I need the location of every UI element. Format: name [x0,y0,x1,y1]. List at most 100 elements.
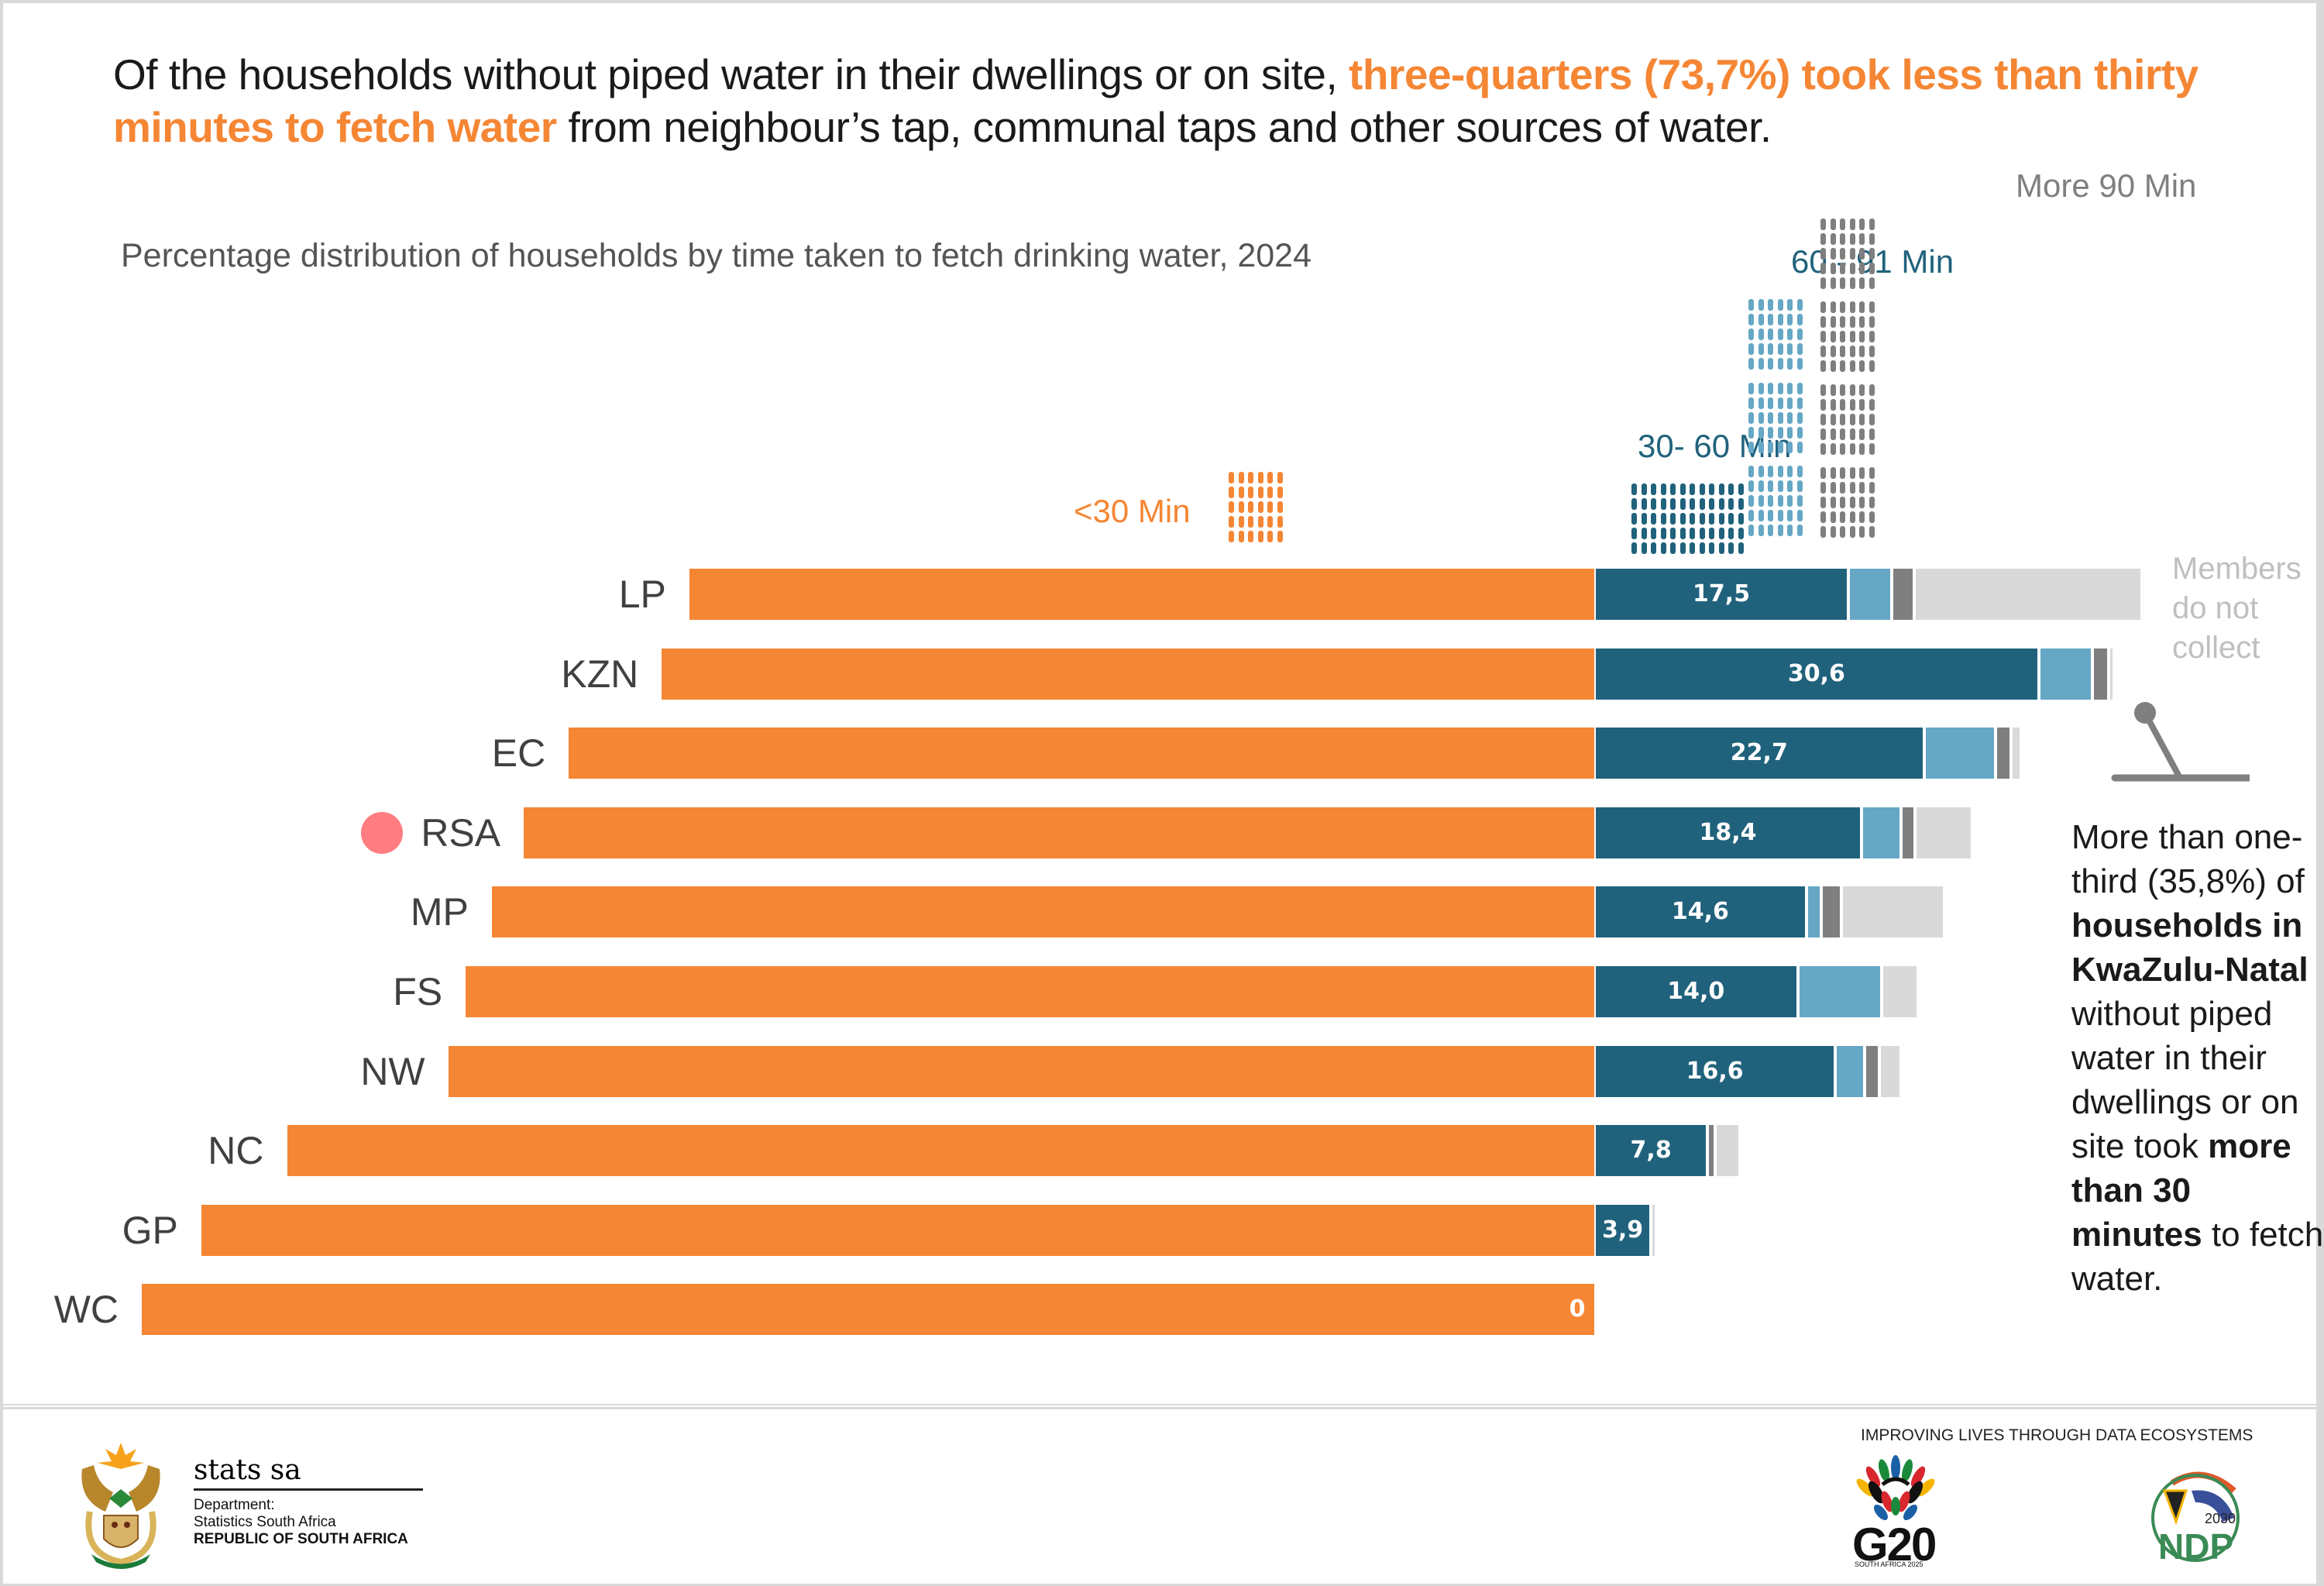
person-icon [1868,414,1875,425]
person-icon [1820,233,1826,245]
person-icon [1709,483,1714,495]
person-icon [1820,384,1826,396]
person-icon [1257,501,1263,513]
person-icon [1651,483,1656,495]
person-icon [1758,383,1764,394]
headline-part2: from neighbour’s tap, communal taps and … [556,103,1772,151]
person-icon [1796,314,1803,325]
data-label: 30,6 [1787,659,1845,687]
person-icon [1267,501,1273,513]
person-icon [1728,513,1734,525]
person-icon [1768,480,1773,492]
person-icon [1679,542,1686,554]
person-icon [1868,360,1875,372]
person-icon [1859,384,1865,396]
bar-segment-m90plus [2094,648,2107,700]
ndp-text: NDP [2158,1526,2233,1564]
person-icon [1820,331,1826,342]
person-icon [1738,528,1744,539]
bar-segment-lt30 [662,648,1594,700]
org-rule [194,1488,423,1491]
bar-segment-lt30 [448,1045,1594,1097]
person-icon [1758,525,1764,536]
person-icon [1868,467,1875,479]
person-icon [1830,482,1836,494]
person-icon [1709,513,1714,525]
person-icon [1830,497,1836,508]
legend-icons-60-91 [1748,466,1803,536]
person-icon [1787,427,1793,439]
person-icon [1787,495,1793,507]
bar-segment-lt30 [569,728,1594,779]
person-icon [1238,472,1244,483]
highlight-dot [361,811,404,854]
person-icon [1690,498,1695,510]
person-icon [1257,531,1263,542]
person-icon [1859,467,1865,479]
person-icon [1699,498,1705,510]
person-icon [1248,472,1253,483]
person-icon [1768,510,1773,521]
data-label: 16,6 [1686,1057,1744,1085]
person-icon [1787,397,1793,409]
person-icon [1820,218,1826,230]
person-icon [1690,483,1695,495]
person-icon [1758,314,1764,325]
person-icon [1796,343,1803,355]
bar-segment-m30_60 [1596,648,2037,700]
legend-icons-60-91 [1748,299,1803,370]
person-icon [1631,542,1637,554]
annotation-part: without piped water in their dwellings o… [2071,995,2299,1165]
person-icon [1787,329,1793,340]
person-icon [1267,531,1273,542]
person-icon [1830,467,1836,479]
person-icon [1768,427,1773,439]
person-icon [1796,466,1803,477]
data-label: 0 [1569,1295,1586,1323]
person-icon [1738,513,1744,525]
person-icon [1777,495,1783,507]
person-icon [1758,397,1764,409]
person-icon [1728,498,1734,510]
person-icon [1758,510,1764,521]
person-icon [1796,412,1803,424]
category-label: NW [360,1049,425,1093]
person-icon [1709,528,1714,539]
person-icon [1787,343,1793,355]
bar-segment-no_collect [2109,648,2113,700]
person-icon [1768,466,1773,477]
person-icon [1849,511,1855,523]
person-icon [1796,329,1803,340]
legend-label-no-collect: Members do not collect [2172,552,2302,665]
category-label: NC [208,1129,264,1173]
person-icon [1679,513,1686,525]
person-icon [1758,495,1764,507]
person-icon [1820,482,1826,494]
person-icon [1660,528,1666,539]
person-icon [1830,414,1836,425]
person-icon [1748,466,1754,477]
bar-segment-m90plus [1996,728,2010,779]
person-icon [1758,358,1764,370]
person-icon [1849,399,1855,411]
person-icon [1641,528,1647,539]
person-icon [1796,525,1803,536]
person-icon [1840,399,1845,411]
bar-segment-m30_60 [1596,886,1805,938]
legend-label-30-60: 30- 60 Min [1638,428,1792,464]
person-icon [1796,383,1803,394]
person-icon [1768,495,1773,507]
person-icon [1679,498,1686,510]
person-icon [1830,218,1836,230]
person-icon [1830,301,1836,313]
person-icon [1868,428,1875,440]
person-icon [1660,498,1666,510]
bar-segment-no_collect [1880,1045,1899,1097]
person-icon [1868,331,1875,342]
person-icon [1849,526,1855,538]
kzn-annotation: More than one-third (35,8%) of household… [2071,815,2324,1301]
data-label: 18,4 [1699,818,1757,846]
person-icon [1787,442,1793,453]
bar-segment-no_collect [2013,728,2020,779]
legend-icons-90plus [1820,218,1875,289]
